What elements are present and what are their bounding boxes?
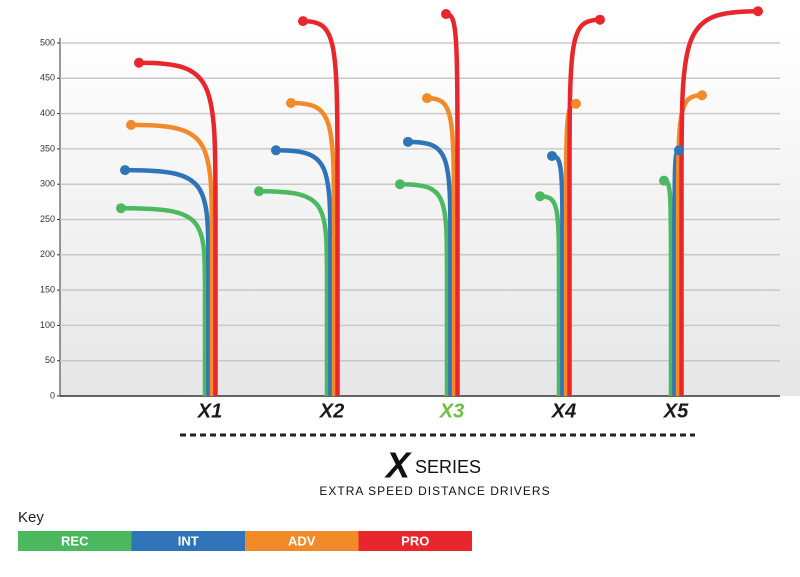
legend-swatch <box>18 531 132 551</box>
title: SERIES <box>415 457 481 477</box>
y-tick-label: 100 <box>40 320 55 330</box>
legend-swatch <box>358 531 472 551</box>
flight-path <box>302 18 340 396</box>
y-tick-label: 500 <box>40 37 55 47</box>
legend-label: REC <box>61 533 89 548</box>
legend-label: INT <box>178 533 199 548</box>
flight-end <box>120 165 130 176</box>
legend-title: Key <box>18 509 44 526</box>
y-tick-label: 450 <box>40 73 55 83</box>
flight-path <box>426 95 457 396</box>
flight-path <box>399 181 450 396</box>
flight-end <box>134 57 144 68</box>
flight-path <box>407 139 453 396</box>
flight-end <box>674 145 684 156</box>
flight-end <box>697 90 707 101</box>
x-tick-label: X1 <box>197 400 222 422</box>
flight-end <box>116 203 126 214</box>
flight-path <box>130 122 215 396</box>
y-tick-label: 50 <box>45 355 55 365</box>
flight-path <box>539 193 562 396</box>
y-tick-label: 200 <box>40 249 55 259</box>
legend-swatch <box>131 531 245 551</box>
flight-end <box>535 191 545 202</box>
flight-path <box>138 60 218 396</box>
flight-path <box>275 148 333 396</box>
flight-end <box>659 175 669 186</box>
flight-end <box>395 179 405 190</box>
legend-label: ADV <box>288 533 316 548</box>
y-tick-label: 0 <box>50 390 55 400</box>
flight-end <box>753 6 763 17</box>
x-tick-label: X3 <box>439 400 464 422</box>
flight-end <box>298 16 308 27</box>
flight-end <box>286 98 296 109</box>
flight-end <box>403 136 413 147</box>
x-tick-label: X2 <box>319 400 344 422</box>
y-tick-label: 250 <box>40 214 55 224</box>
x-tick-label: X5 <box>663 400 689 422</box>
flight-end <box>422 93 432 104</box>
y-tick-label: 400 <box>40 108 55 118</box>
y-tick-label: 150 <box>40 284 55 294</box>
y-tick-label: 350 <box>40 143 55 153</box>
flight-path <box>258 189 330 396</box>
logo: X <box>384 445 412 486</box>
flight-end <box>595 14 605 25</box>
flight-path <box>567 17 601 396</box>
flight-end <box>271 145 281 156</box>
flight-end <box>547 150 557 161</box>
flight-end <box>126 119 136 130</box>
flight-end <box>571 98 581 109</box>
legend-swatch <box>245 531 359 551</box>
flight-path <box>124 167 211 396</box>
legend-label: PRO <box>401 533 429 548</box>
flight-path <box>290 100 337 396</box>
flight-path <box>120 205 208 396</box>
subtitle: EXTRA SPEED DISTANCE DRIVERS <box>319 484 550 498</box>
flight-end <box>254 186 264 197</box>
y-tick-label: 300 <box>40 179 55 189</box>
flight-end <box>441 9 451 20</box>
x-tick-label: X4 <box>551 400 576 422</box>
